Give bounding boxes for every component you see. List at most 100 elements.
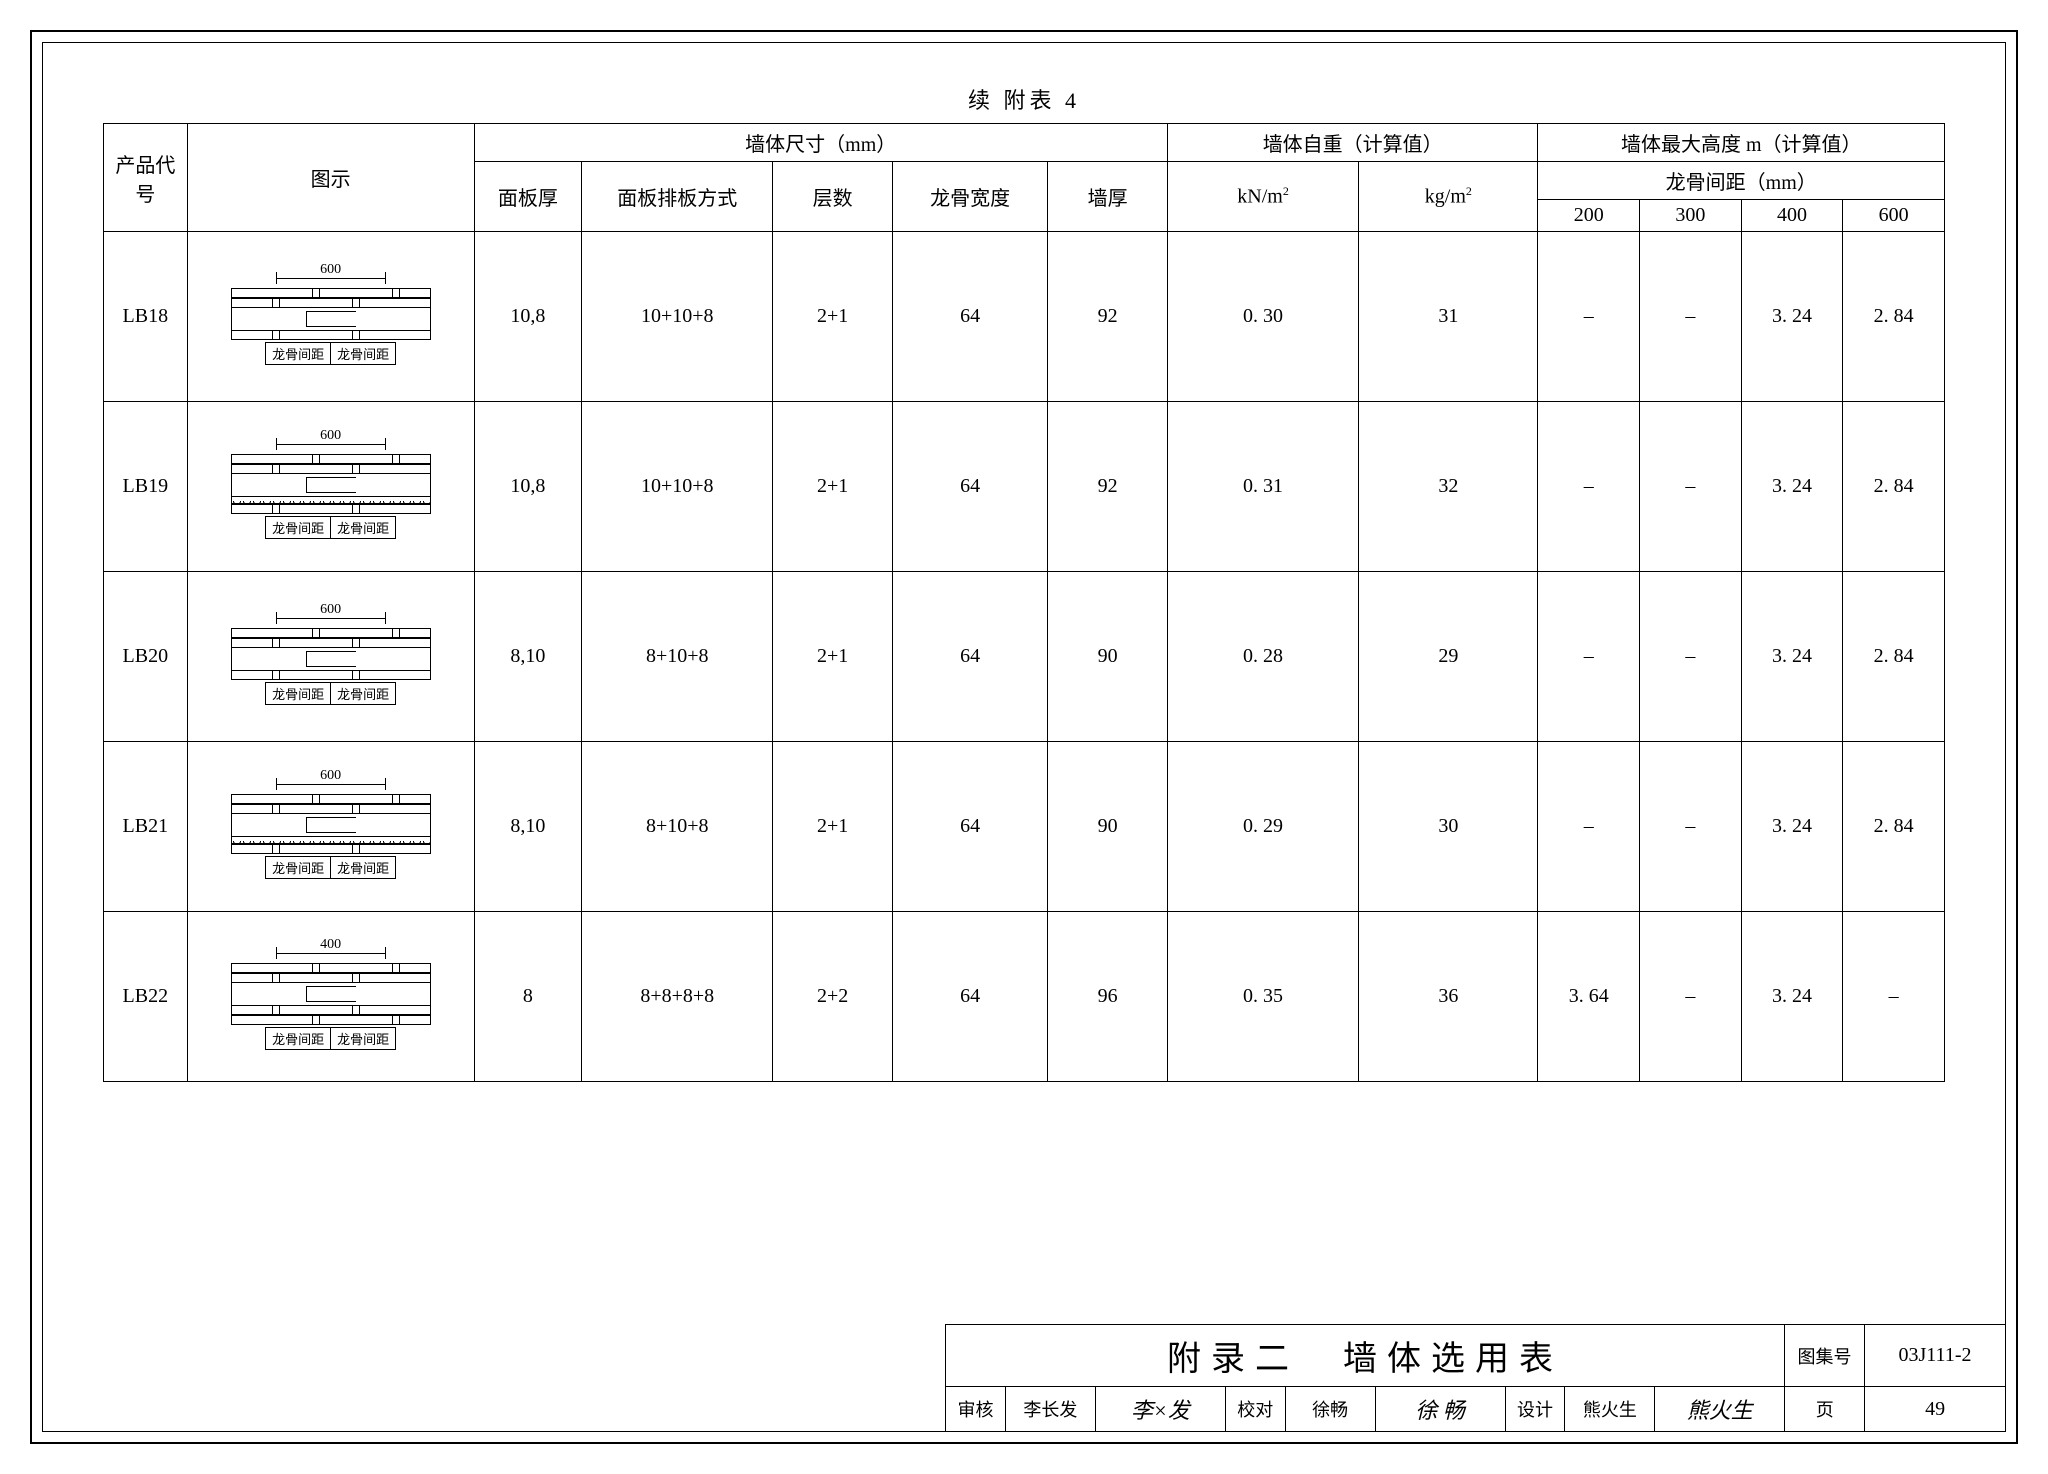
page-value: 49 <box>1865 1387 2005 1431</box>
cell-kg: 36 <box>1359 912 1538 1082</box>
table-row: LB22 400 龙骨间距龙骨间距 8 8+8+8+8 2+2 64 96 0.… <box>104 912 1945 1082</box>
cell-wall-thick: 90 <box>1048 742 1168 912</box>
outer-frame: 续 附表 4 产品代号 图示 墙体尺寸（mm） 墙体自重（计算值） 墙体最大高度… <box>30 30 2018 1444</box>
title-block: 附录二 墙体选用表 图集号 03J111-2 审核 李长发 李×发 校对 徐畅 … <box>945 1324 2005 1431</box>
cell-sp600: 2. 84 <box>1843 402 1945 572</box>
cell-sp400: 3. 24 <box>1741 572 1843 742</box>
table-caption: 续 附表 4 <box>103 83 1945 115</box>
inner-frame: 续 附表 4 产品代号 图示 墙体尺寸（mm） 墙体自重（计算值） 墙体最大高度… <box>42 42 2006 1432</box>
cell-sp300: – <box>1640 912 1742 1082</box>
cell-sp200: – <box>1538 232 1640 402</box>
hdr-layers: 层数 <box>773 162 893 232</box>
cell-layers: 2+1 <box>773 742 893 912</box>
diagram-keel-spacing: 龙骨间距龙骨间距 <box>265 856 396 879</box>
page-label: 页 <box>1785 1387 1865 1431</box>
cell-panel-thick: 10,8 <box>474 232 582 402</box>
cell-sp300: – <box>1640 572 1742 742</box>
cell-sp200: – <box>1538 572 1640 742</box>
diagram-span-dim: 600 <box>276 774 386 792</box>
cell-kn: 0. 35 <box>1167 912 1358 1082</box>
cell-layers: 2+1 <box>773 232 893 402</box>
diagram-span-dim: 600 <box>276 608 386 626</box>
reviewer-signature: 李×发 <box>1096 1387 1226 1431</box>
hdr-sp200: 200 <box>1538 200 1640 232</box>
table-row: LB19 600 龙骨间距龙骨间距 10,8 10+10+8 2+1 64 92… <box>104 402 1945 572</box>
wall-diagram: 600 龙骨间距龙骨间距 <box>190 264 472 369</box>
cell-panel-thick: 8,10 <box>474 742 582 912</box>
table-row: LB20 600 龙骨间距龙骨间距 8,10 8+10+8 2+1 64 90 … <box>104 572 1945 742</box>
check-label: 校对 <box>1226 1387 1286 1431</box>
cell-diagram: 600 龙骨间距龙骨间距 <box>187 232 474 402</box>
cell-code: LB19 <box>104 402 188 572</box>
cell-layers: 2+2 <box>773 912 893 1082</box>
cell-kg: 30 <box>1359 742 1538 912</box>
cell-keel-width: 64 <box>892 402 1047 572</box>
review-label: 审核 <box>946 1387 1006 1431</box>
cell-sp600: 2. 84 <box>1843 572 1945 742</box>
cell-wall-thick: 92 <box>1048 232 1168 402</box>
cell-layers: 2+1 <box>773 402 893 572</box>
checker-signature: 徐 畅 <box>1376 1387 1506 1431</box>
wall-diagram: 600 龙骨间距龙骨间距 <box>190 430 472 543</box>
diagram-span-dim: 600 <box>276 434 386 452</box>
designer-name: 熊火生 <box>1565 1387 1655 1431</box>
cell-code: LB20 <box>104 572 188 742</box>
cell-code: LB22 <box>104 912 188 1082</box>
hdr-arrangement: 面板排板方式 <box>582 162 773 232</box>
sheet-title: 附录二 墙体选用表 <box>946 1325 1785 1386</box>
cell-kn: 0. 30 <box>1167 232 1358 402</box>
cell-sp200: – <box>1538 402 1640 572</box>
cell-sp400: 3. 24 <box>1741 742 1843 912</box>
cell-panel-thick: 8,10 <box>474 572 582 742</box>
cell-sp600: 2. 84 <box>1843 232 1945 402</box>
cell-diagram: 600 龙骨间距龙骨间距 <box>187 402 474 572</box>
cell-sp300: – <box>1640 232 1742 402</box>
diagram-keel-spacing: 龙骨间距龙骨间距 <box>265 516 396 539</box>
wall-diagram: 600 龙骨间距龙骨间距 <box>190 604 472 709</box>
cell-sp600: – <box>1843 912 1945 1082</box>
hdr-code: 产品代号 <box>104 124 188 232</box>
diagram-keel-spacing: 龙骨间距龙骨间距 <box>265 1027 396 1050</box>
table-row: LB21 600 龙骨间距龙骨间距 8,10 8+10+8 2+1 64 90 … <box>104 742 1945 912</box>
checker-name: 徐畅 <box>1286 1387 1376 1431</box>
cell-kg: 32 <box>1359 402 1538 572</box>
cell-sp300: – <box>1640 742 1742 912</box>
cell-keel-width: 64 <box>892 232 1047 402</box>
cell-sp200: 3. 64 <box>1538 912 1640 1082</box>
hdr-dim-group: 墙体尺寸（mm） <box>474 124 1167 162</box>
cell-kn: 0. 29 <box>1167 742 1358 912</box>
cell-keel-width: 64 <box>892 912 1047 1082</box>
cell-arrangement: 10+10+8 <box>582 232 773 402</box>
cell-keel-width: 64 <box>892 742 1047 912</box>
cell-sp300: – <box>1640 402 1742 572</box>
diagram-span-dim: 600 <box>276 268 386 286</box>
cell-sp400: 3. 24 <box>1741 402 1843 572</box>
table-body: LB18 600 龙骨间距龙骨间距 10,8 10+10+8 2+1 64 92… <box>104 232 1945 1082</box>
cell-diagram: 400 龙骨间距龙骨间距 <box>187 912 474 1082</box>
cell-code: LB18 <box>104 232 188 402</box>
cell-arrangement: 8+10+8 <box>582 572 773 742</box>
cell-sp200: – <box>1538 742 1640 912</box>
hdr-height-group: 墙体最大高度 m（计算值） <box>1538 124 1945 162</box>
table-header: 产品代号 图示 墙体尺寸（mm） 墙体自重（计算值） 墙体最大高度 m（计算值）… <box>104 124 1945 232</box>
hdr-sp400: 400 <box>1741 200 1843 232</box>
design-label: 设计 <box>1506 1387 1566 1431</box>
cell-wall-thick: 96 <box>1048 912 1168 1082</box>
cell-kg: 31 <box>1359 232 1538 402</box>
diagram-span-dim: 400 <box>276 943 386 961</box>
cell-kg: 29 <box>1359 572 1538 742</box>
wall-diagram: 400 龙骨间距龙骨间距 <box>190 939 472 1054</box>
cell-arrangement: 8+8+8+8 <box>582 912 773 1082</box>
cell-panel-thick: 10,8 <box>474 402 582 572</box>
hdr-wall-thick: 墙厚 <box>1048 162 1168 232</box>
hdr-panel-thick: 面板厚 <box>474 162 582 232</box>
cell-code: LB21 <box>104 742 188 912</box>
cell-arrangement: 10+10+8 <box>582 402 773 572</box>
hdr-weight-group: 墙体自重（计算值） <box>1167 124 1538 162</box>
cell-diagram: 600 龙骨间距龙骨间距 <box>187 572 474 742</box>
cell-wall-thick: 90 <box>1048 572 1168 742</box>
cell-kn: 0. 31 <box>1167 402 1358 572</box>
diagram-keel-spacing: 龙骨间距龙骨间距 <box>265 342 396 365</box>
hdr-kn: kN/m2 <box>1167 162 1358 232</box>
wall-selection-table: 产品代号 图示 墙体尺寸（mm） 墙体自重（计算值） 墙体最大高度 m（计算值）… <box>103 123 1945 1082</box>
